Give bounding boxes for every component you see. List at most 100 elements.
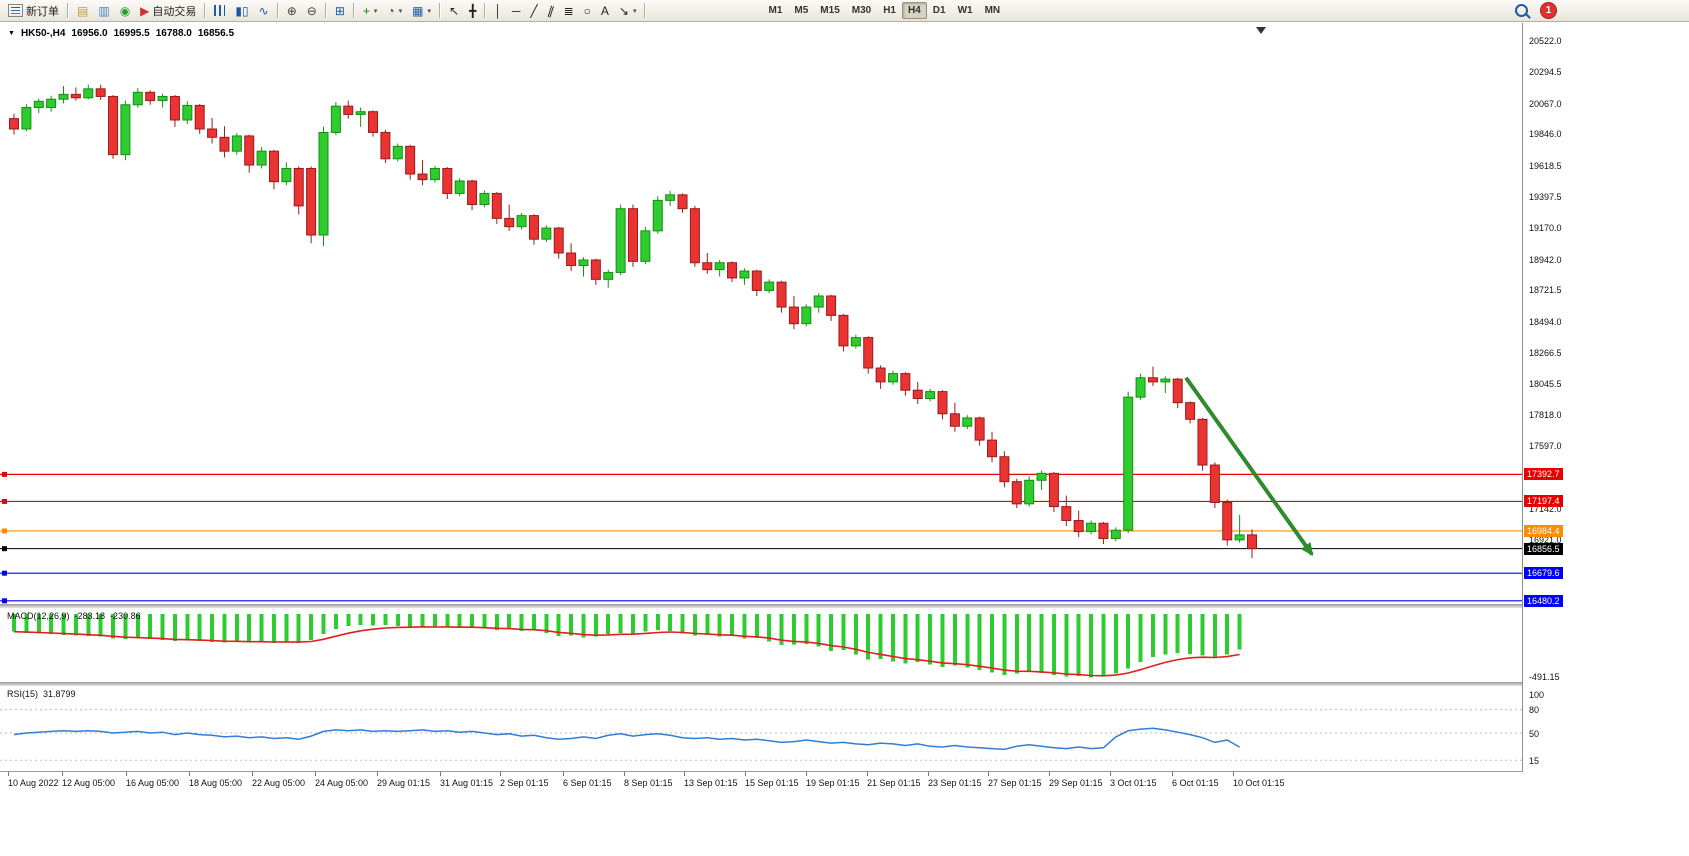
price-axis-label: 20294.5 — [1529, 67, 1562, 78]
tile-windows-button[interactable]: ⊞ — [331, 0, 349, 22]
time-axis-label: 21 Sep 01:15 — [867, 778, 921, 788]
chart-shift-marker[interactable] — [1256, 27, 1266, 34]
macd-bar — [73, 614, 78, 636]
hline-anchor — [2, 471, 7, 477]
macd-bar — [581, 614, 586, 638]
zoom-out-icon: ⊖ — [306, 3, 317, 18]
macd-bar — [247, 614, 252, 643]
candle — [405, 145, 416, 175]
g-cursor: ↖ ╋ — [445, 0, 480, 22]
time-axis-tick — [377, 772, 378, 776]
line-chart-button[interactable]: ∿ — [255, 0, 273, 22]
zoom-in-button[interactable]: ⊕ — [283, 0, 301, 22]
shapes-button[interactable]: ○ — [580, 0, 595, 22]
price-marker-badge: 16856.5 — [1524, 542, 1563, 555]
rsi-line — [13, 727, 1240, 751]
one-click-trading-toggle[interactable]: ▼ — [8, 30, 15, 37]
hline-objects[interactable] — [0, 471, 1522, 604]
time-axis-tick — [1049, 772, 1050, 776]
tf-d1[interactable]: D1 — [932, 5, 946, 16]
macd-panel[interactable] — [0, 608, 1522, 684]
macd-bar — [890, 614, 895, 662]
macd-bar — [234, 614, 239, 642]
new-order-button[interactable]: 新订单 — [4, 0, 63, 22]
macd-bar — [371, 614, 376, 626]
time-axis-label: 8 Sep 01:15 — [624, 778, 673, 788]
tf-w1[interactable]: W1 — [957, 5, 973, 16]
market-watch-button[interactable]: ▤ — [73, 0, 92, 22]
cursor-button[interactable]: ↖ — [445, 0, 463, 22]
candle — [553, 227, 564, 254]
tf-m5[interactable]: M5 — [794, 5, 809, 16]
trendline-button[interactable]: ╱ — [526, 0, 541, 22]
crosshair-button[interactable]: ╋ — [465, 0, 480, 22]
rsi-panel[interactable] — [0, 686, 1522, 772]
macd-bar — [358, 614, 363, 626]
data-window-button[interactable]: ▥ — [94, 0, 113, 22]
macd-bar — [1175, 614, 1180, 653]
macd-bar — [470, 614, 475, 628]
candlestick-chart-button[interactable]: ▮▯ — [231, 0, 252, 22]
arrows-button[interactable]: ↘ ▾ — [615, 0, 641, 22]
price-axis[interactable]: 20522.0 20294.5 20067.0 19846.0 19618.5 19397… — [1523, 23, 1689, 772]
trend-arrow-object[interactable] — [1184, 376, 1314, 557]
time-axis-tick — [500, 772, 501, 776]
candle — [628, 208, 638, 262]
macd-bar — [148, 614, 153, 640]
macd-bar — [1200, 614, 1205, 656]
navigator-button[interactable]: ◉ — [116, 0, 134, 22]
tf-h1[interactable]: H1 — [883, 5, 896, 16]
notification-badge[interactable]: 1 — [1540, 2, 1557, 19]
candle — [999, 456, 1010, 483]
macd-bar — [866, 614, 871, 660]
toolbar-separator — [644, 3, 647, 18]
search-button[interactable] — [1511, 0, 1532, 22]
price-axis-label: 19170.0 — [1529, 223, 1562, 234]
macd-bar — [160, 614, 165, 640]
candle — [1048, 472, 1059, 508]
zoom-out-button[interactable]: ⊖ — [303, 0, 321, 22]
candle — [875, 367, 886, 383]
autotrading-button-label: 自动交易 — [152, 5, 197, 18]
indicators-button[interactable]: + ▾ — [359, 0, 382, 22]
candle — [764, 281, 775, 291]
text-button[interactable]: A — [597, 0, 613, 22]
time-axis-label: 29 Aug 01:15 — [377, 778, 431, 788]
macd-bar — [1163, 614, 1168, 655]
candle — [962, 417, 973, 427]
macd-bar — [519, 614, 524, 632]
price-axis-label: 19846.0 — [1529, 129, 1562, 140]
tf-mn[interactable]: MN — [984, 5, 1001, 16]
macd-bar — [593, 614, 598, 637]
vertical-line-icon: │ — [494, 3, 502, 18]
autotrading-button[interactable]: ▶ 自动交易 — [136, 0, 200, 22]
macd-bar — [1212, 614, 1217, 659]
panel-divider[interactable] — [0, 682, 1689, 686]
macd-bar — [333, 614, 338, 630]
candle — [145, 91, 156, 102]
tf-m30[interactable]: M30 — [851, 5, 872, 16]
macd-bar — [692, 614, 697, 636]
order-ticket-icon — [8, 4, 23, 17]
chevron-down-icon: ▾ — [373, 7, 378, 15]
horizontal-line-button[interactable]: ─ — [508, 0, 525, 22]
macd-bar — [1064, 614, 1069, 677]
tf-m15[interactable]: M15 — [820, 5, 840, 16]
vertical-line-button[interactable]: │ — [490, 0, 506, 22]
main-chart[interactable] — [0, 23, 1522, 605]
bar-chart-button[interactable] — [210, 0, 229, 22]
panel-divider[interactable] — [0, 604, 1689, 608]
toolbar-separator — [439, 3, 442, 18]
channel-button[interactable]: ∥ — [544, 0, 558, 22]
time-axis-tick — [1110, 772, 1111, 776]
macd-bar — [482, 614, 487, 629]
time-axis[interactable]: 10 Aug 2022 12 Aug 05:00 16 Aug 05:00 18 Au… — [0, 772, 1689, 796]
candle — [665, 194, 676, 201]
periods-button[interactable]: ◔ ▾ — [383, 0, 406, 22]
tf-m1[interactable]: M1 — [768, 5, 783, 16]
price-marker-badge: 17392.7 — [1524, 468, 1563, 481]
fibonacci-button[interactable]: ≣ — [560, 0, 578, 22]
templates-button[interactable]: ▦ ▾ — [408, 0, 435, 22]
tf-h4[interactable]: H4 — [902, 2, 927, 19]
macd-bar — [878, 614, 883, 659]
